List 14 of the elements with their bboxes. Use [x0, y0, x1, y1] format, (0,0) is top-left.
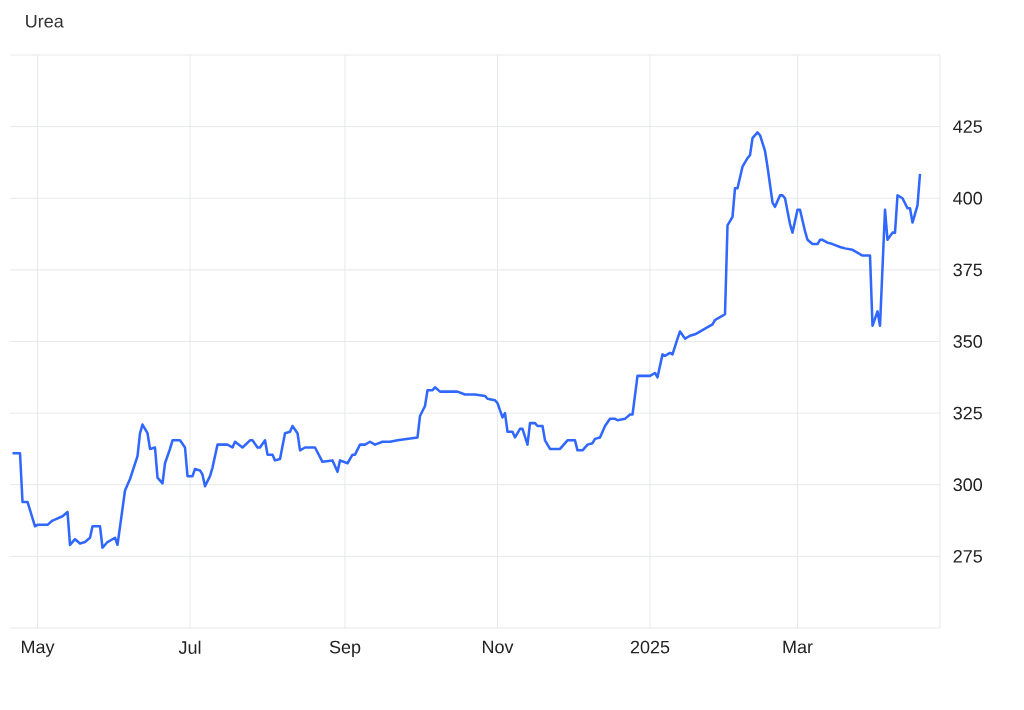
y-tick-label: 350 [953, 335, 983, 348]
chart-title: Urea [26, 15, 64, 28]
x-tick-label: Mar [783, 640, 813, 654]
y-tick-label: 325 [953, 406, 982, 420]
y-tick-label: 375 [953, 263, 982, 277]
x-tick-label: Sep [329, 640, 361, 658]
x-tick-label: Nov [482, 640, 514, 654]
y-tick-label: 300 [953, 478, 983, 492]
y-tick-label: 275 [953, 549, 982, 563]
x-tick-label: 2025 [630, 640, 670, 654]
x-tick-label: May [21, 640, 55, 657]
y-tick-label: 400 [953, 191, 983, 205]
y-tick-label: 425 [953, 120, 982, 133]
x-tick-label: Jul [178, 640, 201, 654]
